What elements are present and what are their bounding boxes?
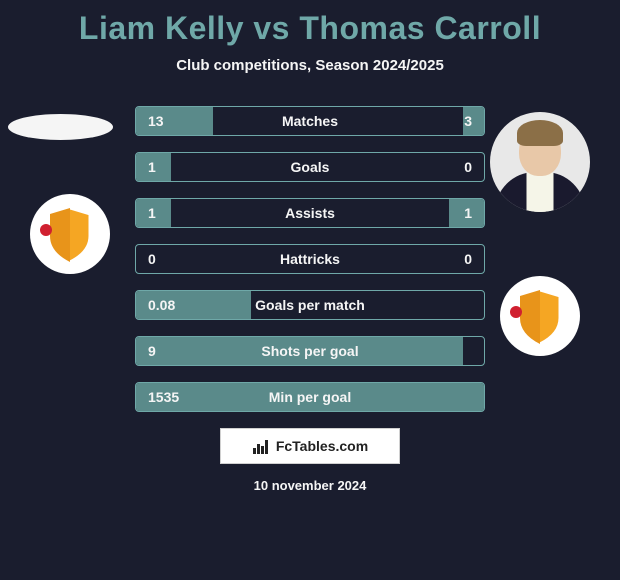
- club-badge-left: [30, 194, 110, 274]
- footer-date: 10 november 2024: [0, 478, 620, 493]
- stat-row: 0Hattricks0: [135, 244, 485, 274]
- stat-value-right: 1: [464, 205, 472, 221]
- stat-row: 1Goals0: [135, 152, 485, 182]
- page-subtitle: Club competitions, Season 2024/2025: [0, 57, 620, 74]
- stat-value-right: 3: [464, 113, 472, 129]
- chart-icon: [252, 437, 270, 455]
- player-right-avatar: [490, 112, 590, 212]
- stat-label: Min per goal: [136, 389, 484, 405]
- site-name: FcTables.com: [276, 438, 368, 454]
- page-title: Liam Kelly vs Thomas Carroll: [0, 0, 620, 47]
- stat-label: Goals per match: [136, 297, 484, 313]
- stat-row: 13Matches3: [135, 106, 485, 136]
- club-dot-icon: [510, 306, 522, 318]
- stat-row: 1535Min per goal: [135, 382, 485, 412]
- stat-label: Hattricks: [136, 251, 484, 267]
- stat-value-right: 0: [464, 159, 472, 175]
- stat-row: 1Assists1: [135, 198, 485, 228]
- club-dot-icon: [40, 224, 52, 236]
- stat-row: 9Shots per goal: [135, 336, 485, 366]
- stat-label: Matches: [136, 113, 484, 129]
- stat-label: Shots per goal: [136, 343, 484, 359]
- stat-value-right: 0: [464, 251, 472, 267]
- stat-label: Assists: [136, 205, 484, 221]
- stat-row: 0.08Goals per match: [135, 290, 485, 320]
- club-badge-right: [500, 276, 580, 356]
- comparison-content: 13Matches31Goals01Assists10Hattricks00.0…: [0, 104, 620, 493]
- site-badge[interactable]: FcTables.com: [220, 428, 400, 464]
- stat-label: Goals: [136, 159, 484, 175]
- stats-list: 13Matches31Goals01Assists10Hattricks00.0…: [135, 104, 485, 412]
- player-left-avatar: [8, 114, 113, 140]
